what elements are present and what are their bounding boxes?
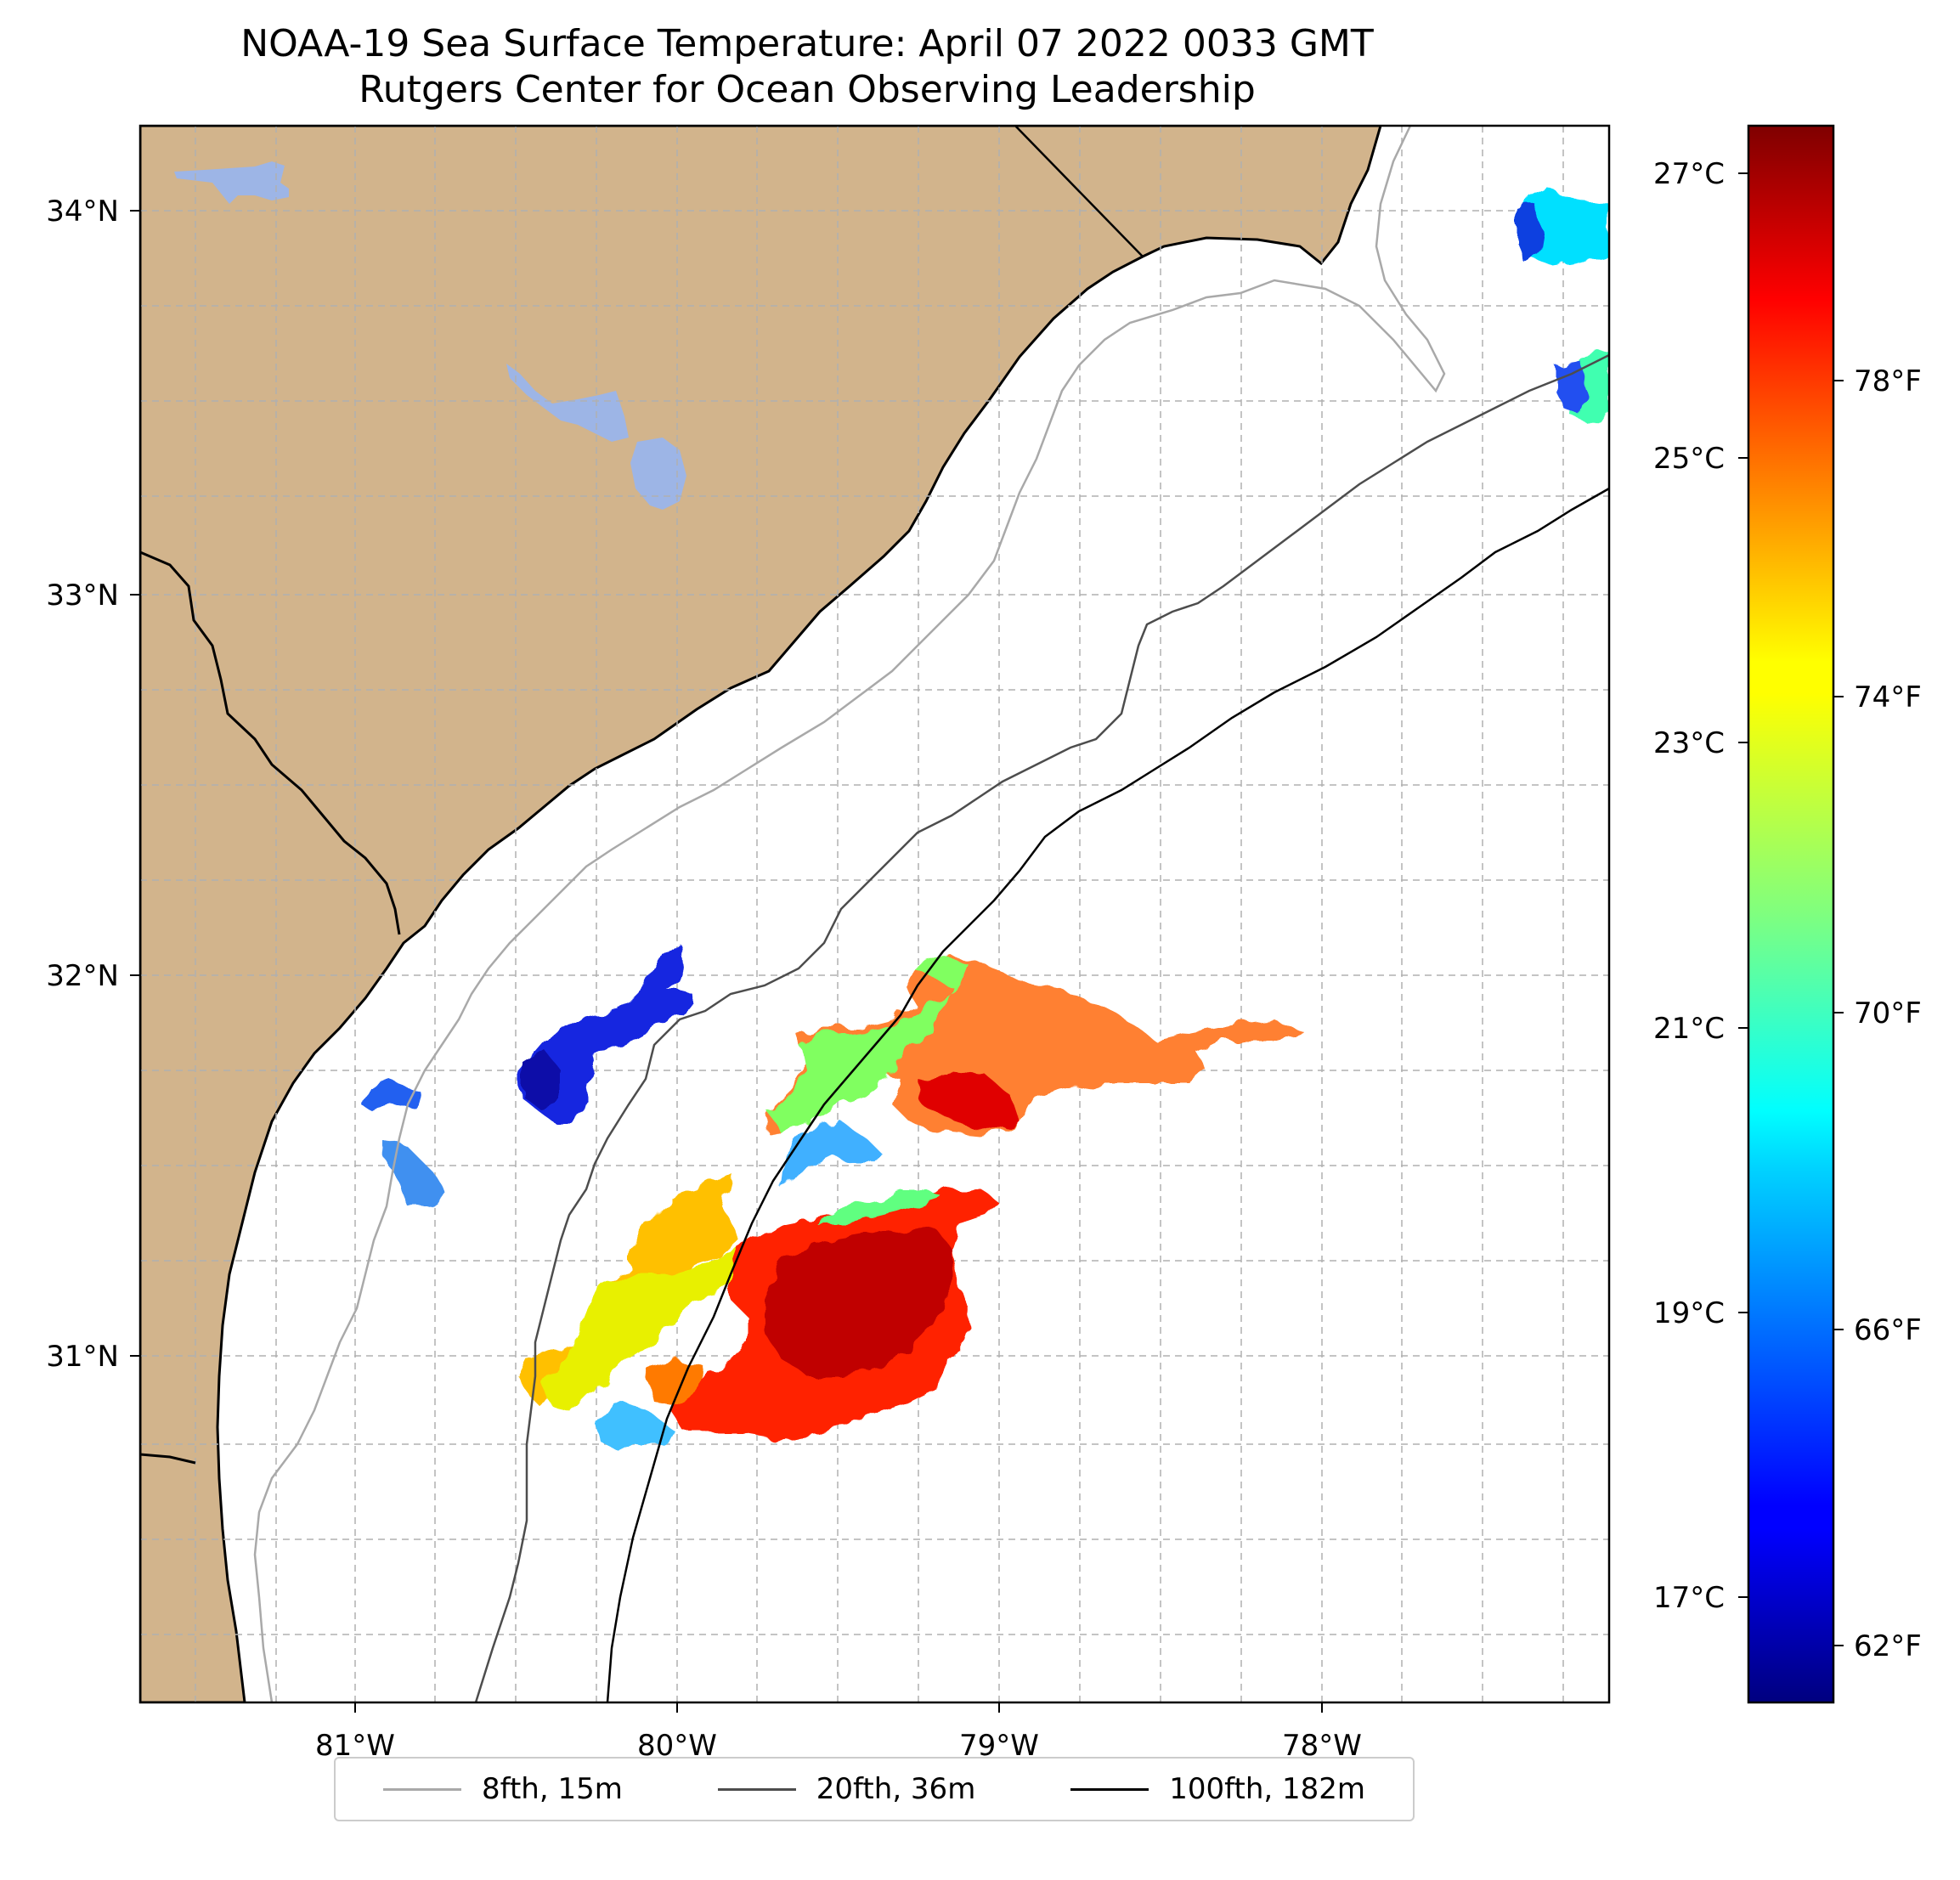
state-border [1014, 126, 1144, 257]
lake-moultrie [630, 438, 686, 510]
colorbar-celsius-label: 23°C [1653, 726, 1725, 760]
isobath-legend: 8fth, 15m 20fth, 36m 100fth, 182m [334, 1757, 1415, 1821]
lake-north [174, 161, 289, 204]
legend-entry-20fth: 20fth, 36m [717, 1772, 976, 1806]
colorbar-celsius-label: 17°C [1653, 1581, 1725, 1615]
colorbar-celsius-label: 27°C [1653, 157, 1725, 191]
lat-tick-label: 34°N [46, 195, 119, 229]
state-border-ga-fl [140, 1453, 196, 1465]
map-frame [138, 124, 1611, 1704]
land-mass [140, 126, 1382, 1702]
legend-line-swatch [382, 1787, 461, 1791]
legend-line-swatch [717, 1787, 796, 1791]
colorbar-celsius-label: 25°C [1653, 442, 1725, 476]
map-title: NOAA-19 Sea Surface Temperature: April 0… [240, 22, 1374, 65]
colorbar-celsius-label: 21°C [1653, 1012, 1725, 1046]
map-subtitle: Rutgers Center for Ocean Observing Leade… [359, 68, 1256, 111]
legend-entry-8fth: 8fth, 15m [382, 1772, 623, 1806]
lake-marion [506, 364, 629, 442]
colorbar-fahrenheit-label: 62°F [1854, 1629, 1922, 1663]
lat-tick-label: 33°N [46, 579, 119, 613]
legend-label: 20fth, 36m [816, 1772, 976, 1806]
colorbar-fahrenheit-label: 66°F [1854, 1313, 1922, 1347]
isobath-20fth [474, 353, 1609, 1702]
colorbar-fahrenheit-label: 78°F [1854, 364, 1922, 398]
legend-entry-100fth: 100fth, 182m [1070, 1772, 1365, 1806]
lat-tick-label: 32°N [46, 959, 119, 993]
isobath-100fth [606, 487, 1609, 1702]
isobath-8fth [253, 126, 1446, 1702]
sst-patches [361, 187, 1609, 1453]
legend-line-swatch [1070, 1787, 1149, 1791]
colorbar-ticks [1738, 172, 1844, 1646]
colorbar [1747, 124, 1835, 1704]
state-border-south [140, 550, 401, 935]
legend-label: 100fth, 182m [1169, 1772, 1366, 1806]
map-ticks [130, 210, 1323, 1713]
colorbar-celsius-label: 19°C [1653, 1296, 1725, 1330]
lat-tick-label: 31°N [46, 1340, 119, 1374]
colorbar-fahrenheit-label: 70°F [1854, 996, 1922, 1030]
legend-label: 8fth, 15m [481, 1772, 623, 1806]
colorbar-fahrenheit-label: 74°F [1854, 680, 1922, 714]
graticule [140, 126, 1609, 1702]
